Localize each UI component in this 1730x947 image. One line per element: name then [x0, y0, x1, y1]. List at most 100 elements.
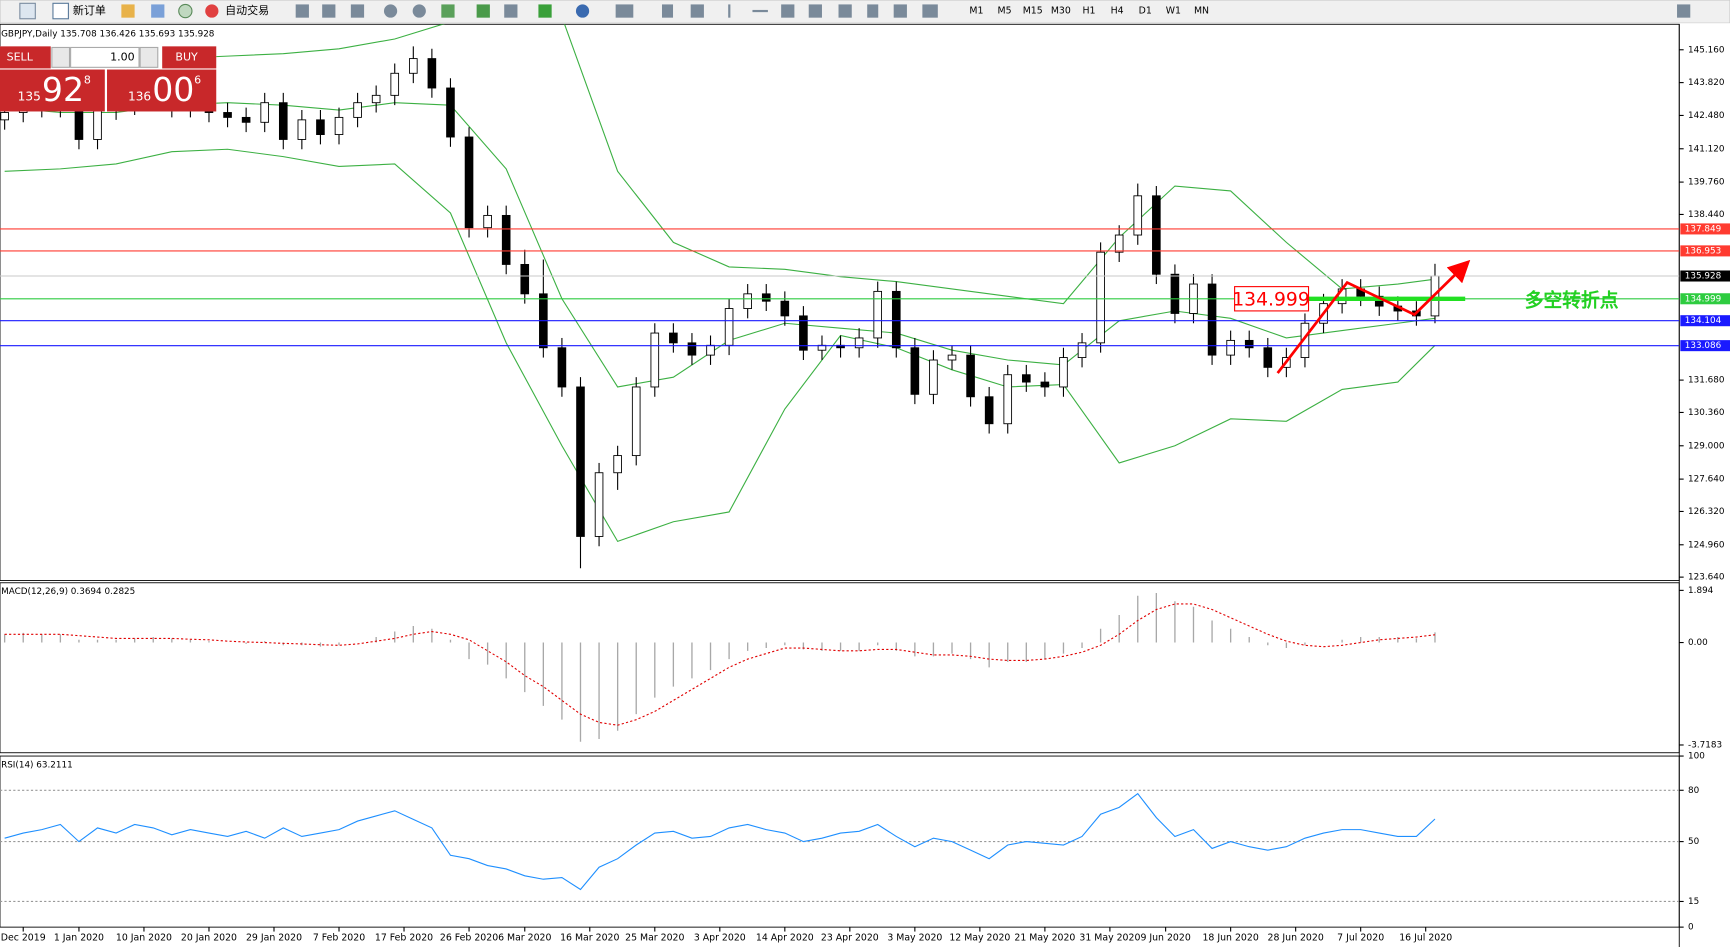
y-tick-label: 139.760	[1688, 178, 1725, 188]
lot-up[interactable]	[139, 46, 159, 68]
candle-body	[594, 472, 604, 537]
icon[interactable]	[322, 4, 336, 18]
cursor-tool[interactable]	[661, 4, 674, 18]
icon[interactable]	[295, 4, 309, 18]
icon[interactable]	[441, 4, 455, 18]
x-tick-label: 31 May 2020	[1079, 933, 1140, 944]
candle-body	[93, 109, 102, 140]
hline-tool[interactable]	[752, 9, 768, 13]
timeframe-button[interactable]: M5	[998, 6, 1012, 17]
candle-body	[427, 58, 437, 89]
y-tick-label: 141.120	[1688, 144, 1725, 154]
candle-body	[854, 337, 864, 349]
candle-body	[316, 119, 325, 135]
trend-tool[interactable]	[781, 4, 795, 18]
x-tick-label: Dec 2019	[1, 933, 46, 944]
lot-value[interactable]: 1.00	[110, 50, 135, 63]
icon[interactable]	[615, 4, 634, 18]
tool-icons	[295, 4, 1691, 18]
vline-tool[interactable]	[728, 4, 731, 18]
level-label: 135.928	[1685, 272, 1721, 282]
new-order-icon[interactable]	[52, 2, 69, 20]
panel-plot	[3, 592, 1436, 742]
fibo-tool[interactable]	[808, 4, 822, 18]
icon[interactable]	[350, 4, 365, 18]
sell-price-box[interactable]	[0, 69, 105, 112]
x-tick-label: 16 Jul 2020	[1399, 933, 1452, 944]
timeframe-button[interactable]: H1	[1082, 6, 1095, 17]
candle-body	[631, 386, 641, 457]
x-tick-label: 17 Feb 2020	[375, 933, 433, 944]
candle-body	[464, 136, 474, 229]
y-tick-label: 131.680	[1688, 376, 1725, 386]
timeframe-button[interactable]: D1	[1139, 6, 1152, 17]
x-tick-label: 10 Jan 2020	[116, 933, 172, 944]
sell-button[interactable]	[0, 46, 51, 69]
candle-body	[687, 342, 697, 356]
y-tick-label: 142.480	[1688, 111, 1725, 121]
timeframe-button[interactable]: W1	[1166, 6, 1181, 17]
buy-price-main: 00	[152, 70, 194, 109]
sell-label[interactable]: SELL	[7, 50, 34, 63]
candle-body	[1152, 195, 1161, 275]
x-tick-label: 3 May 2020	[887, 933, 942, 944]
candle-body	[371, 94, 381, 104]
crosshair-tool[interactable]	[690, 4, 704, 18]
candle-body	[297, 119, 307, 140]
icon[interactable]	[19, 2, 36, 20]
y-tick-label: 138.440	[1688, 210, 1725, 220]
zoom-in[interactable]	[383, 4, 398, 18]
zoom-out[interactable]	[412, 4, 426, 18]
timeframe-button[interactable]: M30	[1051, 6, 1071, 17]
buy-label[interactable]: BUY	[175, 50, 198, 63]
buy-button[interactable]	[162, 46, 217, 69]
y-tick-label: 0.00	[1688, 638, 1708, 648]
y-tick-label: 80	[1688, 786, 1700, 796]
panel-title: RSI(14) 63.2111	[1, 760, 73, 770]
buy-price-big: 136	[128, 90, 151, 104]
level-label: 133.086	[1685, 341, 1722, 351]
icon[interactable]	[476, 4, 490, 18]
timeframe-button[interactable]: M1	[969, 6, 983, 17]
candle-body	[1022, 374, 1031, 383]
candle-body	[446, 87, 455, 138]
x-tick-label: 26 Feb 2020	[440, 933, 498, 944]
candle-body	[799, 315, 808, 351]
candle-body	[241, 116, 251, 123]
auto-trading-button[interactable]: 自动交易	[225, 3, 269, 17]
level-label: 137.849	[1685, 224, 1721, 234]
candle-body	[1096, 251, 1105, 344]
bollinger-lower	[4, 148, 1436, 543]
candle-body	[1170, 273, 1180, 314]
x-tick-label: 1 Jan 2020	[54, 933, 104, 944]
new-order-button[interactable]: 新订单	[73, 3, 106, 17]
text-tool[interactable]	[867, 4, 879, 18]
icon[interactable]	[178, 3, 193, 19]
label-tool[interactable]	[893, 4, 907, 18]
timeframe-button[interactable]: M15	[1023, 6, 1043, 17]
buy-price-box[interactable]	[107, 69, 217, 112]
icon[interactable]	[538, 4, 552, 18]
icon[interactable]	[504, 4, 518, 18]
candle-body	[724, 308, 734, 346]
channel-tool[interactable]	[838, 4, 852, 18]
candle-body	[966, 354, 975, 398]
candle-body	[1040, 381, 1050, 388]
hand-drawn-arrows	[1276, 259, 1471, 374]
candle-body	[1133, 195, 1143, 236]
macd-signal	[4, 603, 1436, 726]
y-tick-label: 127.640	[1688, 475, 1725, 485]
arrows-tool[interactable]	[922, 4, 938, 18]
lot-down[interactable]	[51, 46, 71, 68]
y-tick-label: -3.7183	[1688, 740, 1722, 750]
icon[interactable]	[151, 4, 165, 18]
icon[interactable]	[1677, 4, 1691, 18]
candle-body	[557, 347, 567, 388]
timeframe-button[interactable]: MN	[1194, 6, 1209, 17]
lot-input[interactable]	[70, 46, 140, 68]
timeframe-button[interactable]: H4	[1111, 6, 1124, 17]
icon[interactable]	[575, 4, 590, 18]
icon[interactable]	[121, 4, 135, 18]
auto-trading-icon[interactable]	[205, 4, 219, 18]
